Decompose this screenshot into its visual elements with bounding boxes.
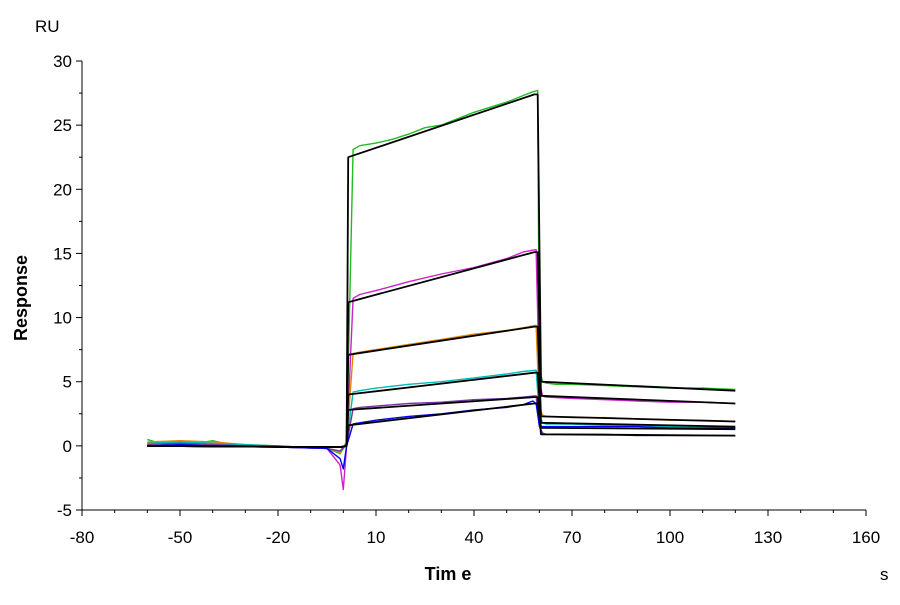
data-series-line-2 <box>147 248 736 491</box>
y-tick-label: 20 <box>53 180 72 199</box>
y-axis-title: Response <box>11 255 31 341</box>
fit-curve-6 <box>147 402 736 448</box>
x-tick-label: -50 <box>168 528 193 547</box>
y-tick-label: 10 <box>53 309 72 328</box>
y-tick-label: 0 <box>63 437 72 456</box>
y-tick-label: 25 <box>53 116 72 135</box>
fit-curve-5 <box>147 396 736 448</box>
y-tick-label: 30 <box>53 52 72 71</box>
x-tick-label: 100 <box>656 528 684 547</box>
fit-curves-group <box>147 93 736 448</box>
x-tick-label: 10 <box>367 528 386 547</box>
x-tick-label: 70 <box>563 528 582 547</box>
y-tick-label: 15 <box>53 244 72 263</box>
x-unit-label: s <box>880 565 889 584</box>
data-series-line-4 <box>147 369 736 452</box>
x-tick-label: 160 <box>852 528 880 547</box>
x-axis-title: Tim e <box>425 564 472 584</box>
fit-curve-2 <box>147 251 736 448</box>
y-tick-label: 5 <box>63 373 72 392</box>
y-tick-label: -5 <box>57 501 72 520</box>
x-tick-label: -80 <box>70 528 95 547</box>
fit-curve-1 <box>147 93 736 448</box>
y-unit-label: RU <box>35 17 60 36</box>
x-tick-label: 40 <box>465 528 484 547</box>
data-series-line-3 <box>147 324 736 453</box>
x-tick-label: -20 <box>266 528 291 547</box>
x-tick-label: 130 <box>754 528 782 547</box>
data-series-group <box>147 89 736 491</box>
